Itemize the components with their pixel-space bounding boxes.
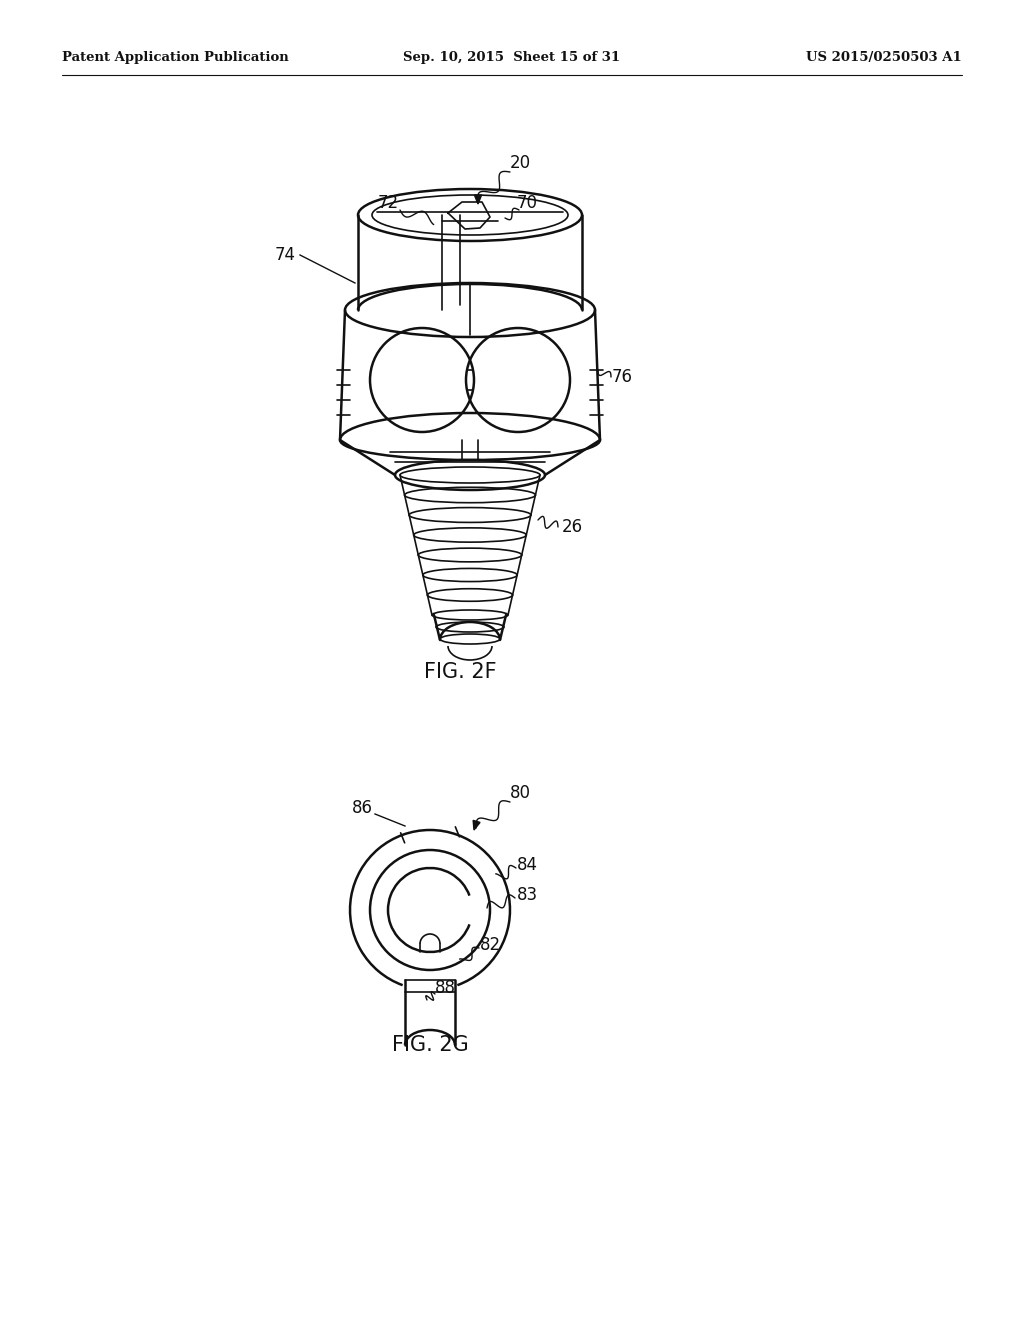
Text: 74: 74 (274, 246, 296, 264)
Text: 76: 76 (611, 368, 633, 385)
Text: 70: 70 (516, 194, 538, 213)
Text: 72: 72 (378, 194, 398, 213)
Text: 20: 20 (509, 154, 530, 172)
Polygon shape (474, 195, 481, 205)
Text: Sep. 10, 2015  Sheet 15 of 31: Sep. 10, 2015 Sheet 15 of 31 (403, 50, 621, 63)
Text: FIG. 2G: FIG. 2G (391, 1035, 468, 1055)
Text: 84: 84 (516, 855, 538, 874)
Text: 88: 88 (434, 979, 456, 997)
Text: Patent Application Publication: Patent Application Publication (62, 50, 289, 63)
Text: 83: 83 (516, 886, 538, 904)
Text: FIG. 2F: FIG. 2F (424, 663, 497, 682)
Text: 86: 86 (351, 799, 373, 817)
Text: 26: 26 (561, 517, 583, 536)
Polygon shape (473, 820, 480, 830)
Text: 82: 82 (479, 936, 501, 954)
Text: US 2015/0250503 A1: US 2015/0250503 A1 (806, 50, 962, 63)
Text: 80: 80 (510, 784, 530, 803)
